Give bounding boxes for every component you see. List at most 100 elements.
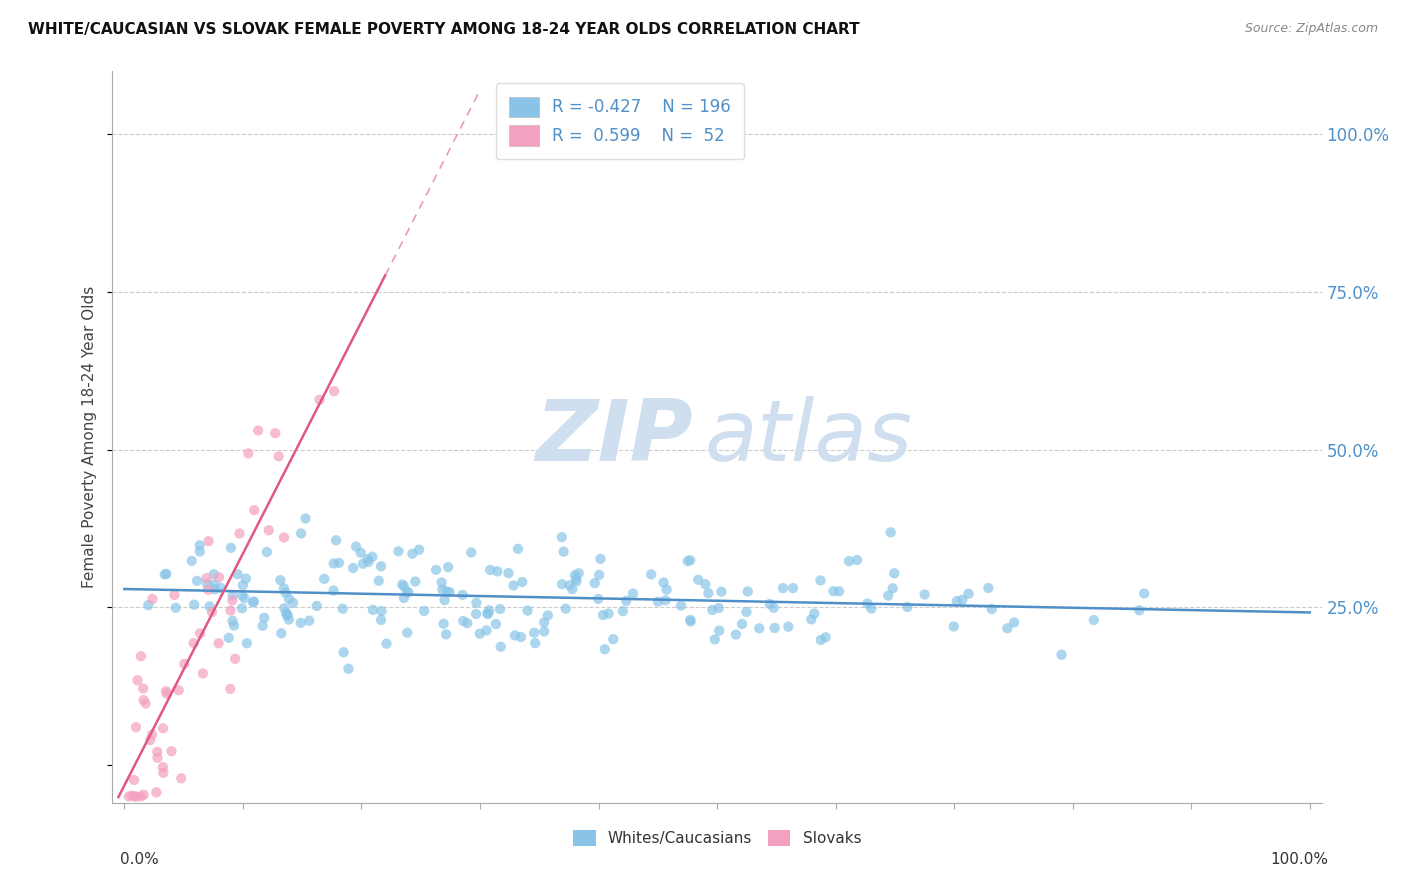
Point [325,533,347,548]
Point [183,598,205,612]
Point [305,599,328,613]
Point [710,584,733,599]
Point [221,614,243,628]
Point [583,576,606,591]
Point [370,613,392,627]
Point [879,525,901,540]
Point [125,720,148,734]
Point [129,649,152,664]
Point [276,608,298,623]
Point [269,573,291,587]
Point [838,554,860,568]
Point [224,652,246,666]
Point [485,617,508,632]
Point [537,608,560,623]
Point [322,583,344,598]
Point [264,426,287,441]
Point [803,607,825,621]
Point [707,601,730,615]
Point [810,574,832,588]
Point [997,621,1019,635]
Text: 100.0%: 100.0% [1271,852,1329,867]
Point [156,687,179,701]
Text: ZIP: ZIP [536,395,693,479]
Text: atlas: atlas [704,395,912,479]
Point [425,563,447,577]
Point [814,630,837,644]
Point [602,632,624,647]
Point [1002,615,1025,630]
Point [202,577,225,591]
Point [392,579,415,593]
Point [479,563,502,577]
Point [226,567,249,582]
Point [510,574,533,589]
Point [139,733,162,747]
Point [396,625,419,640]
Point [170,772,193,786]
Point [516,604,538,618]
Point [236,636,259,650]
Point [401,547,423,561]
Point [204,582,226,597]
Point [439,585,461,599]
Point [456,616,478,631]
Point [231,589,253,603]
Point [772,581,794,595]
Point [593,642,616,657]
Point [228,526,250,541]
Point [533,615,555,630]
Point [883,566,905,581]
Point [219,603,242,617]
Point [882,582,904,596]
Point [124,789,146,804]
Point [477,607,499,621]
Point [588,567,610,582]
Point [460,545,482,559]
Point [558,578,581,592]
Point [233,591,256,605]
Point [486,565,509,579]
Point [561,582,583,597]
Point [118,789,141,804]
Point [688,573,710,587]
Point [155,684,177,698]
Point [782,581,804,595]
Point [342,561,364,575]
Point [679,553,702,567]
Legend: Whites/Caucasians, Slovaks: Whites/Caucasians, Slovaks [565,822,869,854]
Point [155,566,177,581]
Point [477,607,499,621]
Point [655,582,678,597]
Point [498,566,520,580]
Point [1128,603,1150,617]
Point [183,636,205,650]
Point [408,542,430,557]
Point [654,593,676,607]
Point [235,572,257,586]
Point [489,602,512,616]
Point [344,540,367,554]
Point [735,605,758,619]
Point [221,593,243,607]
Point [647,594,669,608]
Point [173,657,195,671]
Point [141,728,163,742]
Point [553,544,575,558]
Point [290,526,312,541]
Point [132,693,155,707]
Point [778,620,800,634]
Point [652,575,675,590]
Point [413,604,436,618]
Point [186,574,208,588]
Point [367,574,389,588]
Point [554,601,576,615]
Point [877,589,900,603]
Point [350,546,373,560]
Y-axis label: Female Poverty Among 18-24 Year Olds: Female Poverty Among 18-24 Year Olds [82,286,97,588]
Point [436,584,458,599]
Point [195,571,218,585]
Point [188,538,211,552]
Point [430,575,453,590]
Point [167,683,190,698]
